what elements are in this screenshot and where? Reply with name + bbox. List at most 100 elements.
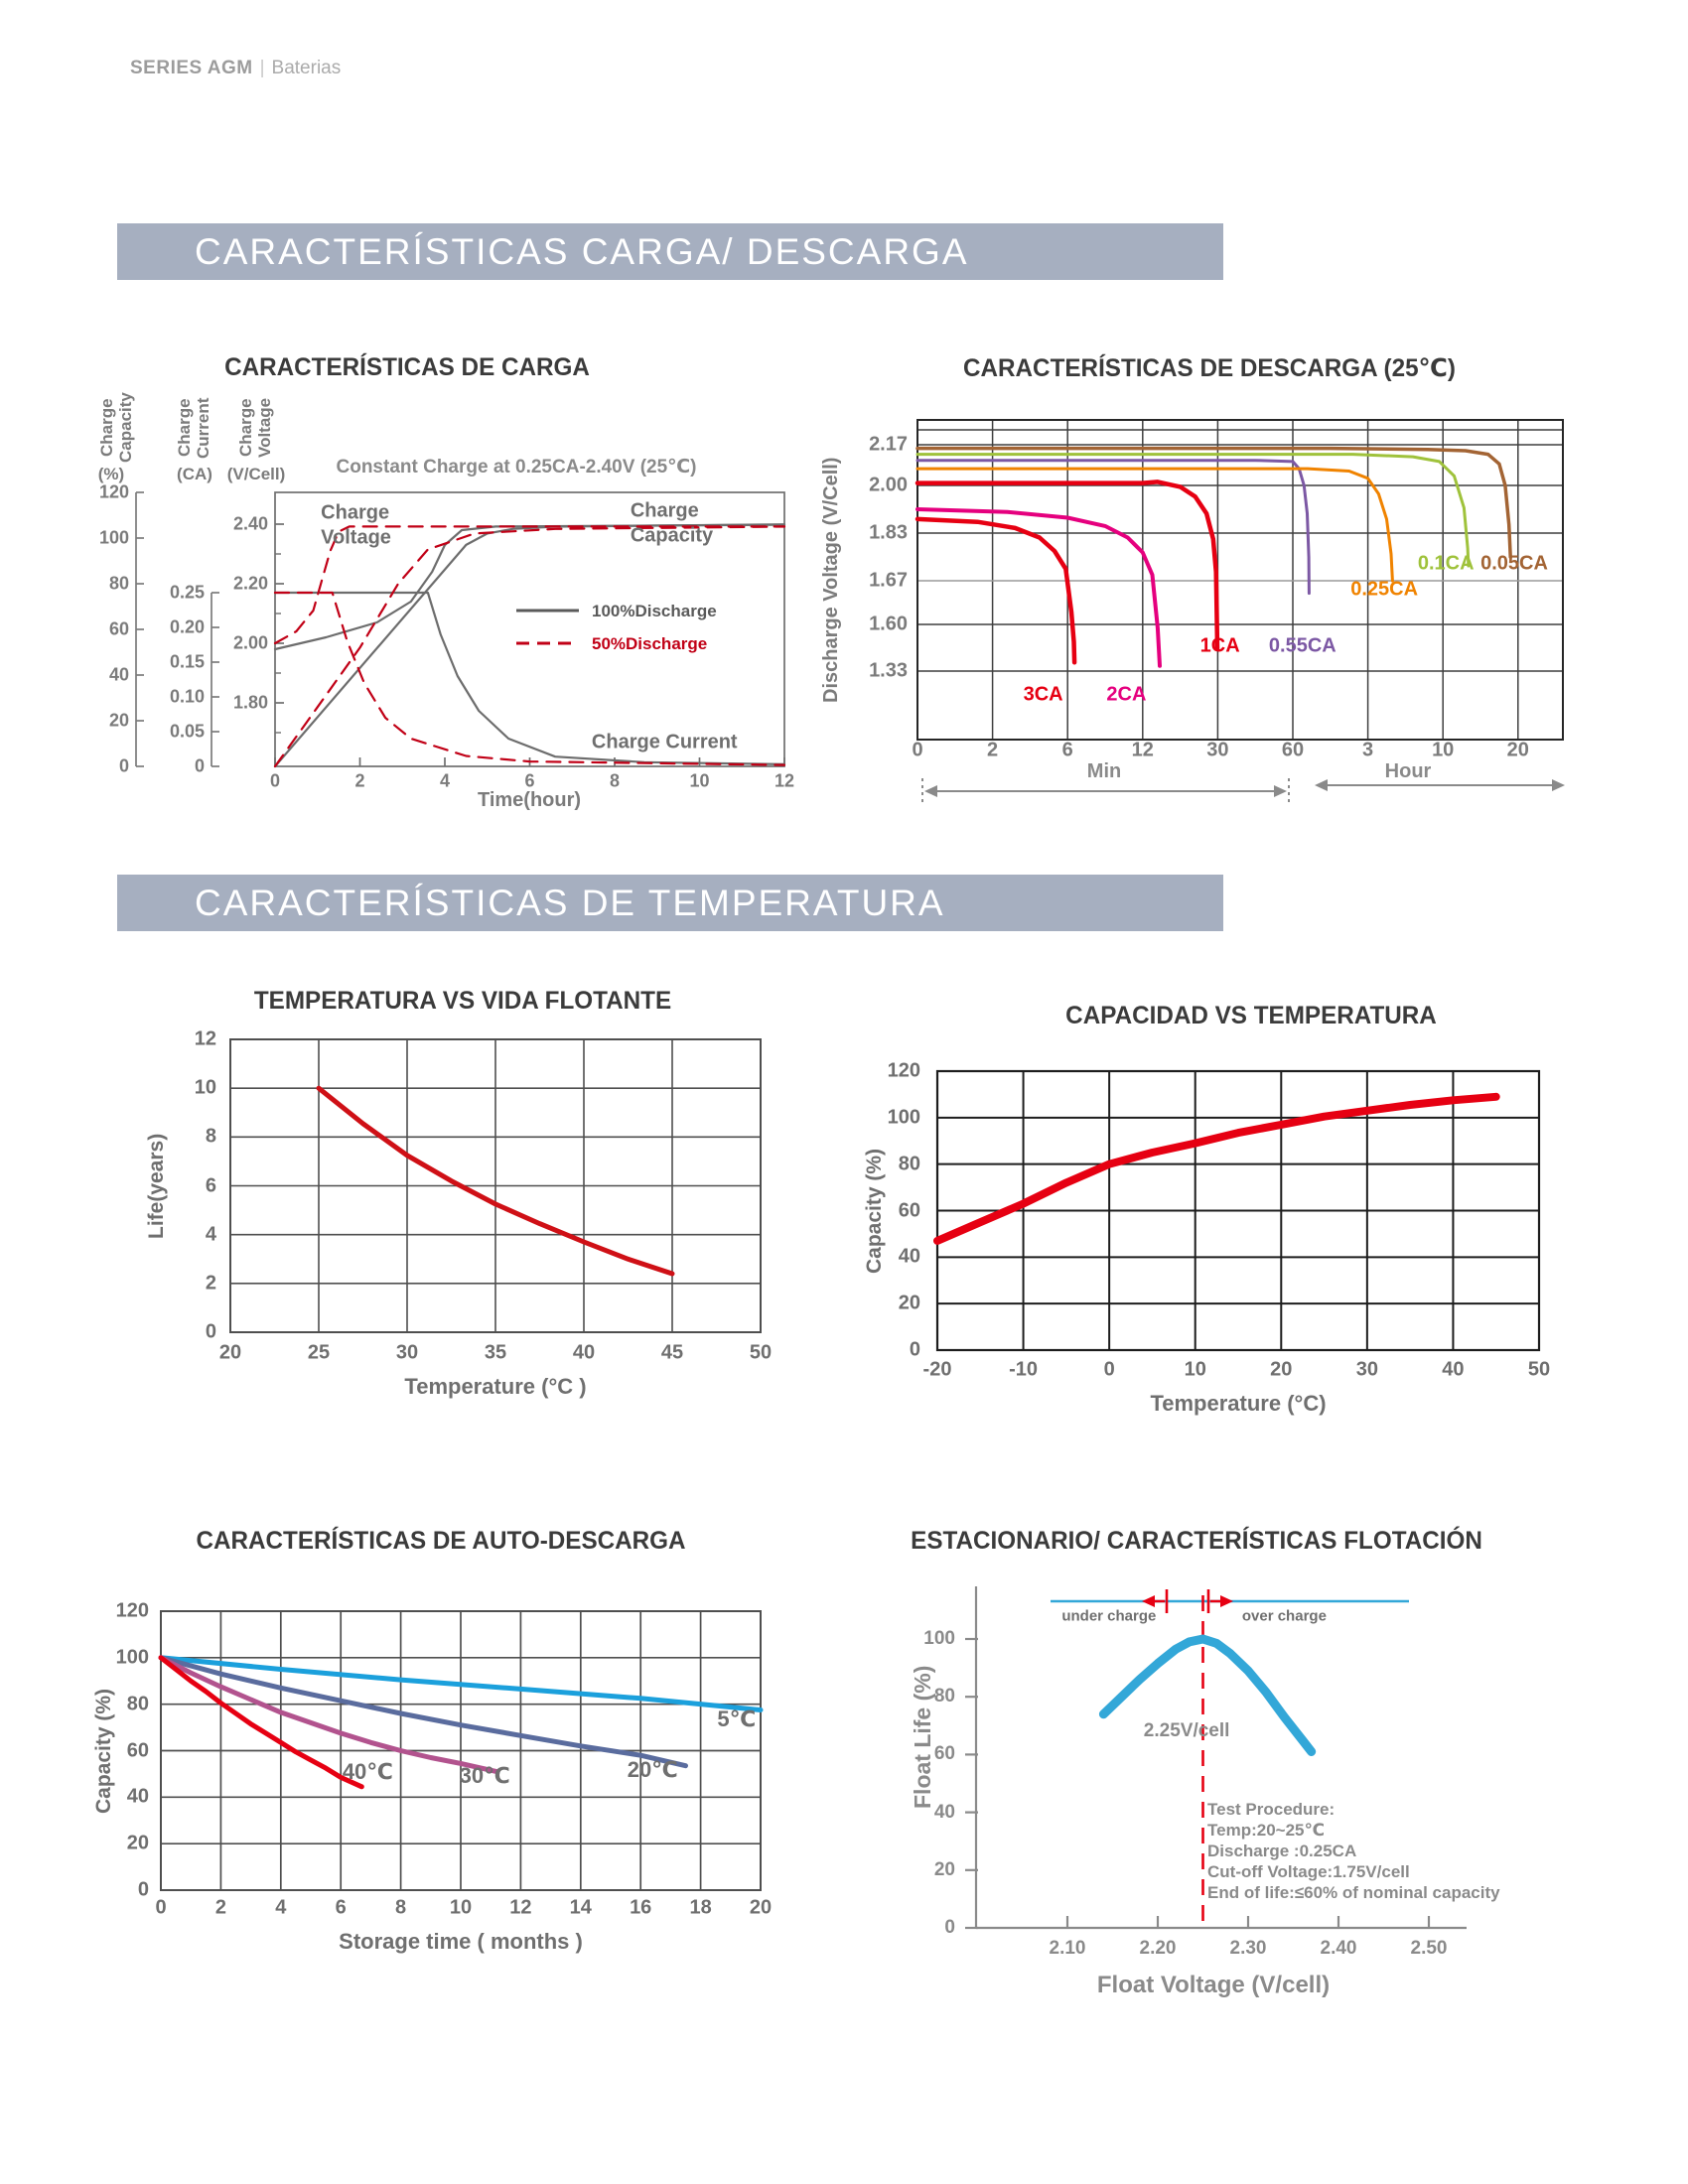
tick-label: 30: [395, 1341, 419, 1364]
tick-label: 12: [1131, 739, 1154, 761]
tick-label: 0.20: [169, 616, 205, 637]
tick-label: 40: [126, 1785, 149, 1808]
c6-test-procedure-line4: Cut-off Voltage:1.75V/cell: [1207, 1862, 1410, 1881]
c1-x-axis-title: Time(hour): [477, 789, 582, 811]
c2-y-axis-title: Discharge Voltage (V/Cell): [820, 457, 842, 703]
curve-label: 0.55CA: [1268, 634, 1336, 657]
curve-label: 1CA: [1199, 634, 1240, 657]
tick-label: 4: [275, 1896, 287, 1919]
curve-label: 2CA: [1106, 683, 1147, 706]
tick-label: 0.25: [169, 582, 205, 603]
tick-label: 8: [205, 1125, 216, 1148]
c4-x-axis-title: Temperature (°C): [1150, 1391, 1327, 1416]
tick-label: 80: [933, 1686, 955, 1707]
tick-label: 120: [98, 481, 129, 502]
tick-label: 20: [933, 1858, 955, 1880]
tick-label: 0.05: [169, 721, 205, 742]
c5-x-axis-title: Storage time ( months ): [339, 1929, 583, 1954]
c4-y-axis-title: Capacity (%): [863, 1148, 886, 1275]
tick-label: 6: [1061, 739, 1073, 761]
curve-label: under charge: [1061, 1607, 1157, 1625]
curve-label: Charge Current: [591, 731, 738, 753]
c3-x-axis-title: Temperature (°C ): [404, 1374, 587, 1399]
c1-legend-100-discharge: 100%Discharge: [592, 602, 717, 620]
tick-label: 2.00: [869, 474, 908, 496]
chart-title-capacidad-temperatura: CAPACIDAD VS TEMPERATURA: [1065, 1002, 1437, 1029]
curve-label: 0.1CA: [1417, 552, 1475, 575]
chart-title-flotacion: ESTACIONARIO/ CARACTERÍSTICAS FLOTACIÓN: [911, 1527, 1482, 1555]
header-subtitle: Baterias: [271, 58, 342, 78]
curve-label: 0.05CA: [1480, 552, 1548, 575]
c1-capacity-word1: Charge: [97, 398, 116, 458]
tick-label: 0: [155, 1896, 167, 1919]
tick-label: 18: [689, 1896, 712, 1919]
c6-test-procedure: Test Procedure: Temp:20~25℃ Discharge :0…: [1207, 1799, 1500, 1903]
tick-label: 40: [108, 664, 129, 685]
tick-label: 40: [898, 1245, 920, 1268]
tick-label: 2.17: [869, 433, 908, 456]
tick-label: 60: [898, 1199, 920, 1221]
c2-min-group-label: Min: [1086, 760, 1122, 782]
tick-label: 2.10: [1049, 1938, 1086, 1959]
tick-label: 1.80: [232, 692, 268, 713]
tick-label: 6: [205, 1174, 216, 1196]
tick-label: 45: [660, 1341, 684, 1364]
tick-label: 8: [609, 770, 621, 791]
tick-label: -20: [922, 1358, 952, 1381]
tick-label: 2: [354, 770, 365, 791]
tick-label: 0: [194, 755, 205, 776]
tick-label: 4: [205, 1223, 216, 1246]
curve-label: Capacity: [630, 524, 714, 547]
chart-title-descarga: CARACTERÍSTICAS DE DESCARGA (25℃): [963, 354, 1456, 382]
c1-current-word1: Charge: [175, 398, 194, 458]
tick-label: 2: [214, 1896, 226, 1919]
tick-label: 20: [126, 1832, 149, 1854]
chart-title-carga: CARACTERÍSTICAS DE CARGA: [224, 353, 590, 381]
tick-label: 80: [108, 573, 129, 594]
tick-label: 2: [987, 739, 999, 761]
c1-capacity-word2: Capacity: [116, 392, 135, 464]
tick-label: 10: [689, 770, 710, 791]
tick-label: 2.40: [1320, 1938, 1357, 1959]
tick-label: 35: [484, 1341, 507, 1364]
c1-voltage-word2: Voltage: [255, 397, 274, 459]
tick-label: 40: [933, 1801, 955, 1823]
tick-label: 6: [524, 770, 535, 791]
tick-label: 80: [898, 1153, 920, 1175]
tick-label: 12: [774, 770, 795, 791]
tick-label: 1.33: [869, 659, 908, 682]
doc-header: SERIES AGM | Baterias: [130, 58, 341, 79]
c6-y-axis-title: Float Life (%): [910, 1665, 935, 1810]
tick-label: 10: [194, 1076, 216, 1099]
tick-label: 0: [912, 739, 923, 761]
curve-label: Charge: [630, 499, 699, 522]
chart-title-vida-flotante: TEMPERATURA VS VIDA FLOTANTE: [253, 987, 672, 1015]
tick-label: 80: [126, 1693, 149, 1715]
tick-label: 12: [509, 1896, 532, 1919]
tick-label: 1.83: [869, 521, 908, 544]
c2-hour-group-label: Hour: [1384, 760, 1432, 782]
tick-label: 12: [194, 1027, 216, 1050]
brand-name: SERIES AGM: [130, 58, 253, 78]
tick-label: 3: [1362, 739, 1374, 761]
tick-label: 2.30: [1229, 1938, 1267, 1959]
tick-label: 20: [218, 1341, 242, 1364]
tick-label: 0: [944, 1917, 955, 1938]
curve-label: 20℃: [627, 1757, 678, 1783]
tick-label: 30: [1206, 739, 1229, 761]
tick-label: 2.40: [232, 513, 268, 534]
curve-label: 30℃: [459, 1763, 510, 1789]
tick-label: 40: [1442, 1358, 1465, 1381]
tick-label: 0.15: [169, 651, 205, 672]
section-banner-carga-descarga: CARACTERÍSTICAS CARGA/ DESCARGA: [117, 223, 1223, 280]
tick-label: 100: [923, 1628, 955, 1649]
tick-label: 0: [118, 755, 129, 776]
curve-label: 3CA: [1023, 683, 1063, 706]
curve-label: Voltage: [321, 526, 391, 549]
tick-label: 10: [449, 1896, 473, 1919]
c6-test-procedure-line1: Test Procedure:: [1207, 1800, 1336, 1819]
tick-label: 8: [395, 1896, 407, 1919]
tick-label: 16: [630, 1896, 652, 1919]
tick-label: 2.20: [232, 573, 268, 594]
